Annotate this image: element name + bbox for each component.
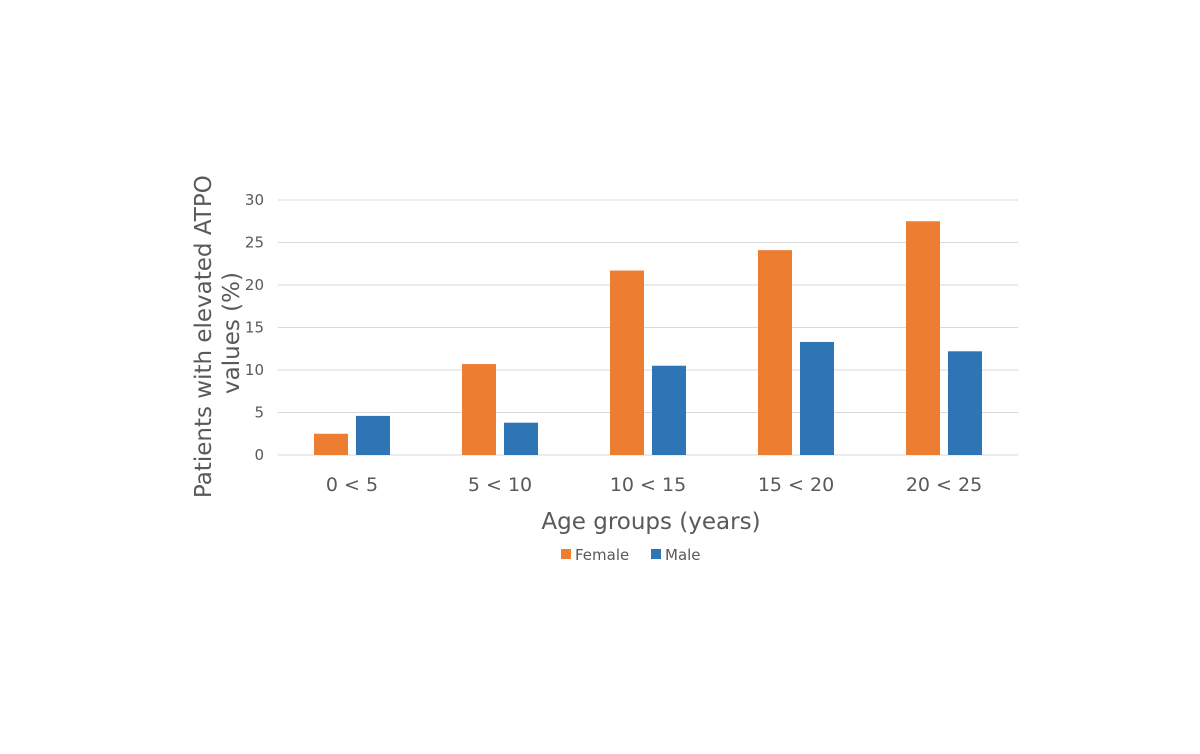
bar-female-2 [610,270,644,455]
legend-label-female: Female [575,546,629,564]
bar-male-0 [356,415,390,455]
x-tick-label: 5 < 10 [468,474,532,496]
y-tick-label: 15 [245,319,264,337]
y-tick-label: 0 [254,446,264,464]
legend-swatch-male [651,549,661,559]
bar-male-4 [948,351,982,455]
gridlines [278,199,1018,456]
bar-male-1 [504,422,538,455]
y-axis-title-line-1: Patients with elevated ATPO [191,175,217,498]
legend: Female Male [561,546,701,564]
y-axis-title: Patients with elevated ATPO values (%) [191,168,245,498]
x-tick-label: 10 < 15 [610,474,686,496]
y-tick-label: 25 [245,234,264,252]
bar-male-3 [800,341,834,455]
y-axis-ticks: 0 5 10 15 20 25 30 [245,191,264,464]
x-tick-label: 15 < 20 [758,474,834,496]
y-tick-label: 30 [245,191,264,209]
legend-swatch-female [561,549,571,559]
x-axis-title: Age groups (years) [541,509,760,535]
y-tick-label: 5 [254,404,264,422]
x-tick-label: 0 < 5 [326,474,378,496]
bar-female-0 [314,433,348,455]
bars [314,221,982,455]
y-axis-title-line-2: values (%) [219,272,245,394]
bar-male-2 [652,365,686,455]
y-tick-label: 10 [245,361,264,379]
legend-label-male: Male [665,546,701,564]
x-tick-label: 20 < 25 [906,474,982,496]
y-tick-label: 20 [245,276,264,294]
bar-female-4 [906,221,940,455]
bar-female-3 [758,250,792,455]
bar-female-1 [462,364,496,455]
x-axis-ticks: 0 < 5 5 < 10 10 < 15 15 < 20 20 < 25 [326,474,982,496]
